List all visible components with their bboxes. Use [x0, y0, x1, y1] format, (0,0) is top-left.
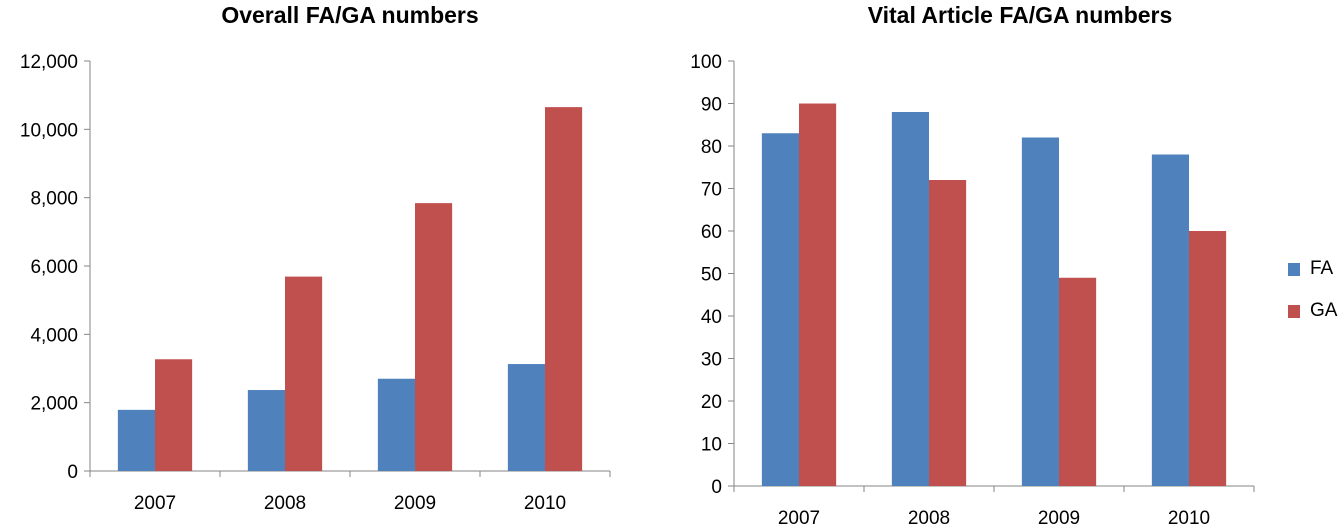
y-tick-label: 0	[711, 477, 722, 498]
chart-title: Vital Article FA/GA numbers	[867, 2, 1173, 28]
bar-ga-2008	[929, 180, 967, 486]
y-tick-label: 70	[701, 180, 722, 201]
x-tick-label: 2007	[134, 493, 176, 514]
y-tick-label: 10,000	[20, 120, 78, 141]
y-tick-label: 2,000	[30, 394, 78, 415]
legend-swatch-fa	[1288, 262, 1300, 276]
vital-chart-plot: 0 10 20 30 40 50 60 70 80 90 100 2007 2008 2009 2010	[690, 52, 1255, 525]
bar-ga-2007	[799, 103, 837, 486]
y-tick-label: 4,000	[30, 325, 78, 346]
bar-ga-2009	[1059, 277, 1097, 486]
y-tick-label: 80	[701, 137, 722, 158]
y-tick-label: 100	[690, 52, 722, 73]
y-tick-label: 90	[701, 95, 722, 116]
vital-article-fa-ga-chart: Vital Article FA/GA numbers 0 10 20 30 40 50 6…	[660, 0, 1340, 525]
bar-fa-2007	[761, 133, 799, 486]
legend-swatch-ga	[1288, 304, 1300, 318]
bar-fa-2009	[1021, 137, 1059, 486]
legend-label-ga: GA	[1310, 300, 1338, 321]
x-tick-label: 2009	[394, 493, 436, 514]
x-tick-label: 2008	[908, 508, 950, 525]
x-tick-label: 2008	[264, 493, 306, 514]
y-tick-label: 6,000	[30, 257, 78, 278]
legend-label-fa: FA	[1310, 258, 1334, 279]
x-tick-label: 2010	[1168, 508, 1210, 525]
x-tick-label: 2007	[778, 508, 820, 525]
y-tick-label: 60	[701, 222, 722, 243]
bar-ga-2009	[415, 203, 453, 471]
bar-ga-2010	[545, 107, 583, 471]
chart-title: Overall FA/GA numbers	[221, 2, 479, 28]
y-tick-label: 50	[701, 265, 722, 286]
bar-ga-2010	[1189, 231, 1227, 486]
x-tick-label: 2009	[1038, 508, 1080, 525]
bar-fa-2009	[377, 378, 415, 471]
overall-chart-plot: 0 2,000 4,000 6,000 8,000 10,000 12,000 2007 200…	[20, 52, 611, 514]
y-tick-label: 10	[701, 435, 722, 456]
bar-fa-2008	[891, 112, 929, 486]
overall-fa-ga-chart: Overall FA/GA numbers 0 2,000 4,000 6,000 8,…	[0, 0, 660, 525]
legend-item-fa: FA	[1288, 258, 1333, 280]
y-tick-label: 8,000	[30, 189, 78, 210]
y-tick-label: 40	[701, 307, 722, 328]
y-tick-label: 12,000	[20, 52, 78, 73]
bar-fa-2007	[117, 409, 155, 471]
legend-item-ga: GA	[1288, 300, 1337, 322]
bar-ga-2007	[155, 359, 193, 471]
y-tick-label: 20	[701, 392, 722, 413]
y-tick-label: 30	[701, 350, 722, 371]
bar-fa-2010	[1151, 154, 1189, 486]
bar-ga-2008	[285, 276, 323, 471]
x-tick-label: 2010	[524, 493, 566, 514]
y-tick-label: 0	[67, 462, 78, 483]
bar-fa-2008	[247, 390, 285, 471]
bar-fa-2010	[507, 364, 545, 471]
